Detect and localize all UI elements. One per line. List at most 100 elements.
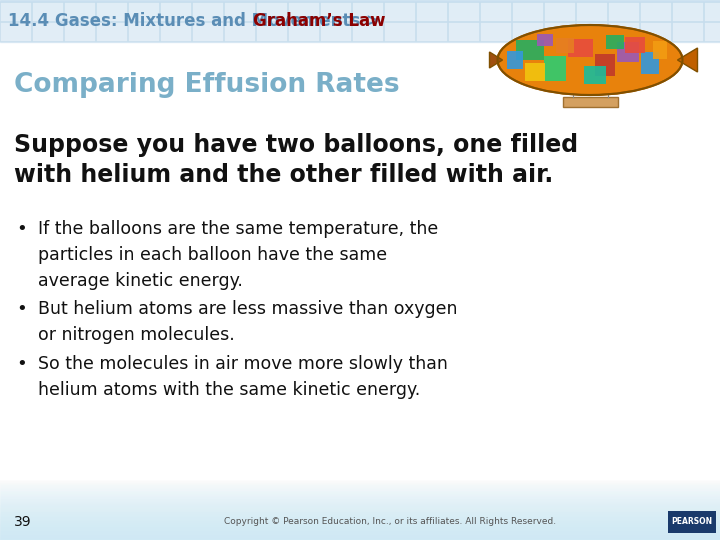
Bar (0, 519, 720, 520)
Bar (0, 16, 720, 17)
Bar (0, 484, 720, 485)
Bar (0, 524, 720, 525)
Bar (0, 487, 720, 488)
Bar (608, 2, 639, 21)
Bar (0, 510, 720, 511)
Bar (0, 11, 720, 12)
Text: PEARSON: PEARSON (672, 517, 713, 526)
Bar (256, 2, 287, 21)
Bar (160, 22, 191, 41)
Bar (32, 2, 63, 21)
Bar (0, 508, 720, 509)
Bar (0, 15, 720, 16)
Text: average kinetic energy.: average kinetic energy. (38, 272, 243, 290)
Text: particles in each balloon have the same: particles in each balloon have the same (38, 246, 387, 264)
Bar (584, 66, 606, 84)
Bar (0, 14, 720, 15)
Bar (0, 31, 720, 32)
Bar (0, 528, 720, 529)
Bar (0, 502, 720, 503)
Bar (0, 500, 720, 501)
Bar (160, 2, 191, 21)
Bar (0, 521, 720, 522)
Bar (0, 507, 720, 508)
Bar (672, 22, 703, 41)
Text: Comparing Effusion Rates: Comparing Effusion Rates (14, 72, 400, 98)
Bar (96, 2, 127, 21)
Bar (32, 22, 63, 41)
Bar (606, 35, 624, 49)
Bar (0, 529, 720, 530)
Bar (256, 22, 287, 41)
Bar (0, 506, 720, 507)
Bar (0, 23, 720, 24)
Bar (0, 505, 720, 506)
Bar (0, 25, 720, 26)
Bar (595, 54, 615, 76)
Bar (0, 19, 720, 20)
Bar (0, 535, 720, 536)
Bar (0, 485, 720, 486)
Bar (0, 18, 720, 19)
Bar (625, 37, 645, 53)
Bar (0, 494, 720, 495)
Bar (0, 511, 720, 512)
Bar (0, 38, 720, 39)
Bar (480, 22, 511, 41)
Bar (0, 518, 720, 519)
Bar (0, 532, 720, 533)
Bar (0, 22, 720, 23)
Bar (0, 527, 720, 528)
Bar (0, 489, 720, 490)
Text: •: • (16, 355, 27, 373)
Bar (512, 22, 543, 41)
Bar (567, 39, 593, 57)
Bar (0, 503, 720, 504)
Bar (672, 2, 703, 21)
Bar (96, 22, 127, 41)
Text: Suppose you have two balloons, one filled: Suppose you have two balloons, one fille… (14, 133, 578, 157)
Bar (0, 4, 720, 5)
Bar (0, 539, 720, 540)
Bar (0, 20, 720, 21)
Bar (0, 22, 31, 41)
Bar (0, 29, 720, 30)
Bar (704, 22, 720, 41)
Bar (0, 488, 720, 489)
Bar (224, 2, 255, 21)
Bar (0, 491, 720, 492)
Text: or nitrogen molecules.: or nitrogen molecules. (38, 326, 235, 344)
Bar (0, 504, 720, 505)
Bar (608, 22, 639, 41)
Bar (0, 10, 720, 11)
Bar (416, 22, 447, 41)
Bar (0, 522, 720, 523)
Bar (0, 5, 720, 6)
Bar (0, 40, 720, 41)
Bar (0, 35, 720, 36)
Bar (64, 22, 95, 41)
Bar (288, 22, 319, 41)
Bar (0, 520, 720, 521)
Bar (0, 482, 720, 483)
Bar (352, 22, 383, 41)
Bar (0, 496, 720, 497)
Bar (288, 2, 319, 21)
Bar (128, 22, 159, 41)
Bar (0, 24, 720, 25)
Text: •: • (16, 300, 27, 318)
Bar (0, 6, 720, 7)
Bar (192, 2, 223, 21)
Text: If the balloons are the same temperature, the: If the balloons are the same temperature… (38, 220, 438, 238)
Bar (0, 490, 720, 491)
Bar (0, 480, 720, 481)
Bar (0, 525, 720, 526)
Bar (0, 523, 720, 524)
Bar (0, 538, 720, 539)
Bar (320, 22, 351, 41)
Bar (0, 514, 720, 515)
Bar (0, 12, 720, 13)
Polygon shape (490, 52, 503, 68)
Text: But helium atoms are less massive than oxygen: But helium atoms are less massive than o… (38, 300, 457, 318)
Bar (0, 486, 720, 487)
